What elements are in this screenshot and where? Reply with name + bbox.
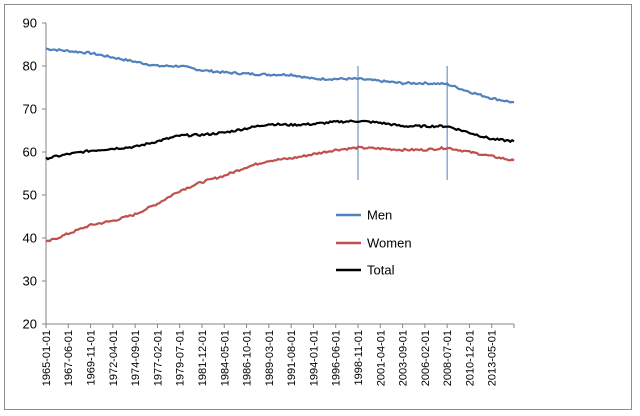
- series-line-women: [45, 145, 515, 243]
- x-tick-label: 1979-07-01: [175, 330, 187, 386]
- x-tick-label: 1972-04-01: [108, 330, 120, 386]
- x-tick-label: 1981-12-01: [197, 330, 209, 386]
- y-tick-label: 20: [23, 317, 37, 332]
- x-tick-label: 1991-08-01: [286, 330, 298, 386]
- legend-label: Total: [367, 263, 395, 278]
- legend-label: Women: [367, 236, 412, 251]
- legend-label: Men: [367, 208, 392, 223]
- x-tick-label: 1994-01-01: [308, 330, 320, 386]
- axes: 20 30 40 50 60 70 80 90 1965-01-01 1967-06-01 1969…: [23, 16, 515, 386]
- x-tick-label: 1996-06-01: [331, 330, 343, 386]
- series-line-men: [46, 47, 515, 104]
- y-tick-label: 50: [23, 188, 37, 203]
- x-tick-label: 1969-11-01: [86, 330, 98, 385]
- x-tick-label: 2010-12-01: [464, 330, 476, 386]
- x-tick-label: 1974-09-01: [130, 330, 142, 386]
- x-tick-label: 2013-05-01: [487, 330, 499, 386]
- y-tick-label: 30: [23, 274, 37, 289]
- x-tick-label: 2008-07-01: [442, 330, 454, 386]
- x-tick-label: 1989-03-01: [264, 330, 276, 386]
- x-tick-label: 1984-05-01: [219, 330, 231, 386]
- x-tick-label: 1965-01-01: [41, 330, 53, 386]
- y-tick-label: 60: [23, 145, 37, 160]
- x-tick-label: 1986-10-01: [242, 330, 254, 386]
- y-tick-label: 70: [23, 102, 37, 117]
- x-tick-label: 1977-02-01: [152, 330, 164, 386]
- series-lines: [45, 47, 515, 243]
- chart-frame: [4, 4, 632, 410]
- x-tick-label: 1967-06-01: [63, 330, 75, 386]
- x-tick-label: 2006-02-01: [420, 330, 432, 386]
- x-tick-label: 1998-11-01: [353, 330, 365, 385]
- x-tick-label: 2001-04-01: [375, 330, 387, 386]
- y-tick-label: 40: [23, 231, 37, 246]
- legend: Men Women Total: [336, 208, 412, 278]
- y-tick-label: 90: [23, 16, 37, 31]
- x-tick-label: 2003-09-01: [398, 330, 410, 386]
- series-line-total: [45, 119, 515, 161]
- y-tick-label: 80: [23, 59, 37, 74]
